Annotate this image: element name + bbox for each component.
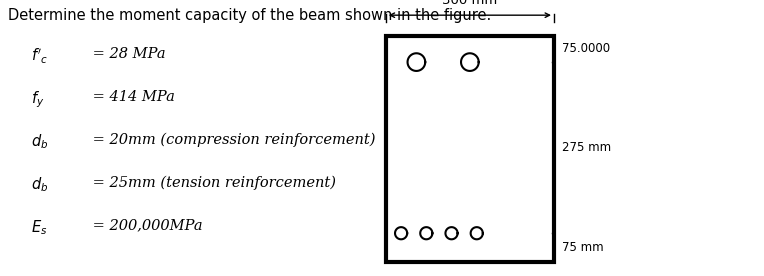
Bar (386, 36, 554, 262)
Text: $f'_c$: $f'_c$ (31, 47, 48, 66)
Text: = 200,000MPa: = 200,000MPa (88, 218, 202, 232)
Text: = 414 MPa: = 414 MPa (88, 90, 175, 104)
Text: $d_b$: $d_b$ (31, 132, 48, 151)
Text: $f_y$: $f_y$ (31, 90, 44, 110)
Text: 75 mm: 75 mm (562, 241, 603, 254)
Text: $E_s$: $E_s$ (31, 218, 47, 237)
Text: 300 mm: 300 mm (442, 0, 497, 7)
Text: = 25mm (tension reinforcement): = 25mm (tension reinforcement) (88, 175, 336, 190)
Text: 75.0000: 75.0000 (562, 43, 610, 55)
Text: $d_b$: $d_b$ (31, 175, 48, 194)
Text: = 20mm (compression reinforcement): = 20mm (compression reinforcement) (88, 132, 375, 147)
Text: 275 mm: 275 mm (562, 141, 610, 154)
Text: Determine the moment capacity of the beam shown in the figure.: Determine the moment capacity of the bea… (8, 8, 491, 23)
Text: = 28 MPa: = 28 MPa (88, 47, 166, 61)
